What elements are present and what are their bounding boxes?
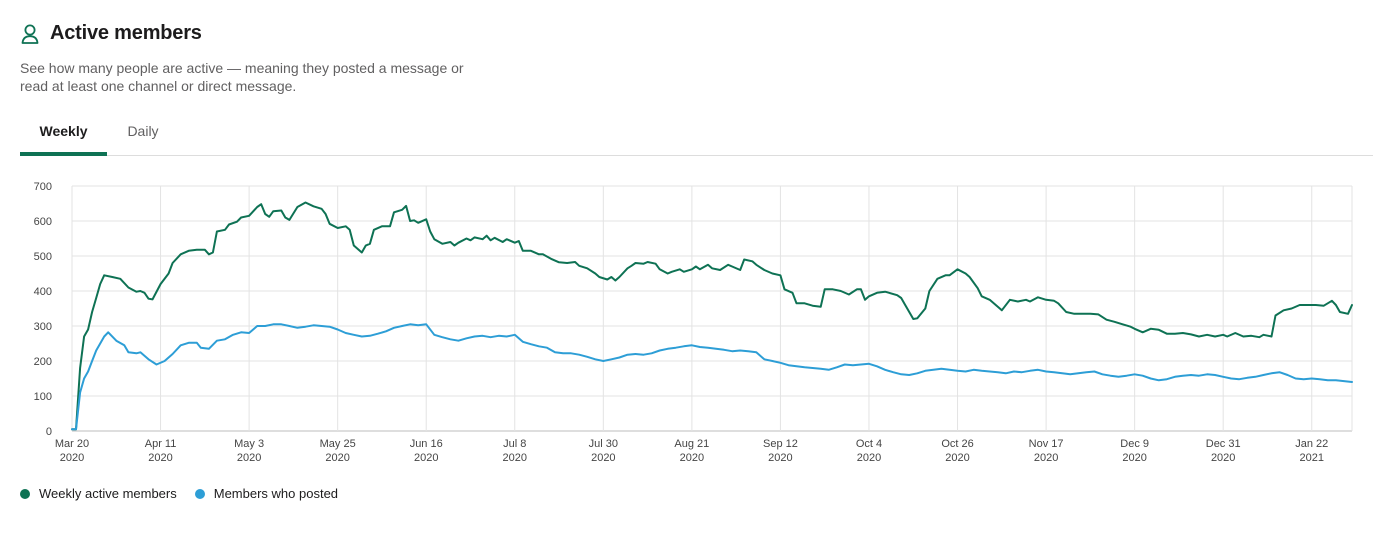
x-tick-year-label: 2021 xyxy=(1300,452,1324,464)
x-tick-label: May 3 xyxy=(234,438,264,450)
x-tick-year-label: 2020 xyxy=(945,452,969,464)
legend-item-weekly[interactable]: Weekly active members xyxy=(20,486,177,501)
x-tick-year-label: 2020 xyxy=(591,452,615,464)
tab-daily[interactable]: Daily xyxy=(127,123,159,139)
y-tick-label: 600 xyxy=(34,216,52,228)
tab-weekly[interactable]: Weekly xyxy=(20,115,107,156)
card-description: See how many people are active — meaning… xyxy=(20,60,464,94)
x-tick-year-label: 2020 xyxy=(768,452,792,464)
y-tick-label: 400 xyxy=(34,286,52,298)
series-line-members-who-posted xyxy=(71,323,1353,431)
x-tick-year-label: 2020 xyxy=(414,452,438,464)
active-members-chart: 0 100 200 300 400 500 600 700 Mar 20 2020 Apr 11 20… xyxy=(34,181,1353,464)
x-tick-year-label: 2020 xyxy=(857,452,881,464)
x-tick-year-label: 2020 xyxy=(325,452,349,464)
y-tick-label: 300 xyxy=(34,321,52,333)
x-tick-label: Nov 17 xyxy=(1029,438,1064,450)
person-icon xyxy=(21,24,39,44)
legend-dot-weekly xyxy=(20,488,30,499)
chart-legend: Weekly active members Members who posted xyxy=(20,486,356,501)
x-tick-label: Jan 22 xyxy=(1295,438,1328,450)
x-tick-year-label: 2020 xyxy=(503,452,527,464)
x-tick-label: Jul 8 xyxy=(503,438,526,450)
y-tick-label: 500 xyxy=(34,251,52,263)
x-tick-label: May 25 xyxy=(320,438,356,450)
x-tick-label: Aug 21 xyxy=(674,438,709,450)
x-tick-year-label: 2020 xyxy=(1211,452,1235,464)
x-tick-label: Dec 31 xyxy=(1206,438,1241,450)
period-tabs: Weekly Daily xyxy=(20,115,1373,156)
x-tick-label: Mar 20 xyxy=(55,438,89,450)
legend-label-posted: Members who posted xyxy=(213,486,339,501)
x-tick-year-label: 2020 xyxy=(60,452,84,464)
x-tick-label: Jul 30 xyxy=(589,438,618,450)
x-tick-label: Apr 11 xyxy=(145,438,177,450)
x-tick-label: Dec 9 xyxy=(1120,438,1149,450)
x-tick-year-label: 2020 xyxy=(680,452,704,464)
series-line-weekly-active-members xyxy=(71,201,1353,431)
y-tick-label: 100 xyxy=(34,391,52,403)
x-tick-year-label: 2020 xyxy=(1122,452,1146,464)
x-tick-year-label: 2020 xyxy=(237,452,261,464)
x-tick-year-label: 2020 xyxy=(148,452,172,464)
legend-item-posted[interactable]: Members who posted xyxy=(194,486,339,501)
x-tick-label: Oct 26 xyxy=(941,438,973,450)
y-tick-label: 700 xyxy=(34,181,52,193)
x-tick-label: Jun 16 xyxy=(410,438,443,450)
legend-dot-posted xyxy=(194,488,205,499)
card-title: Active members xyxy=(50,22,202,44)
y-tick-label: 0 xyxy=(46,426,52,438)
card-header: Active members xyxy=(20,22,202,45)
x-tick-year-label: 2020 xyxy=(1034,452,1058,464)
legend-label-weekly: Weekly active members xyxy=(39,486,177,501)
x-tick-label: Oct 4 xyxy=(856,438,882,450)
y-tick-label: 200 xyxy=(34,356,52,368)
x-tick-label: Sep 12 xyxy=(763,438,798,450)
